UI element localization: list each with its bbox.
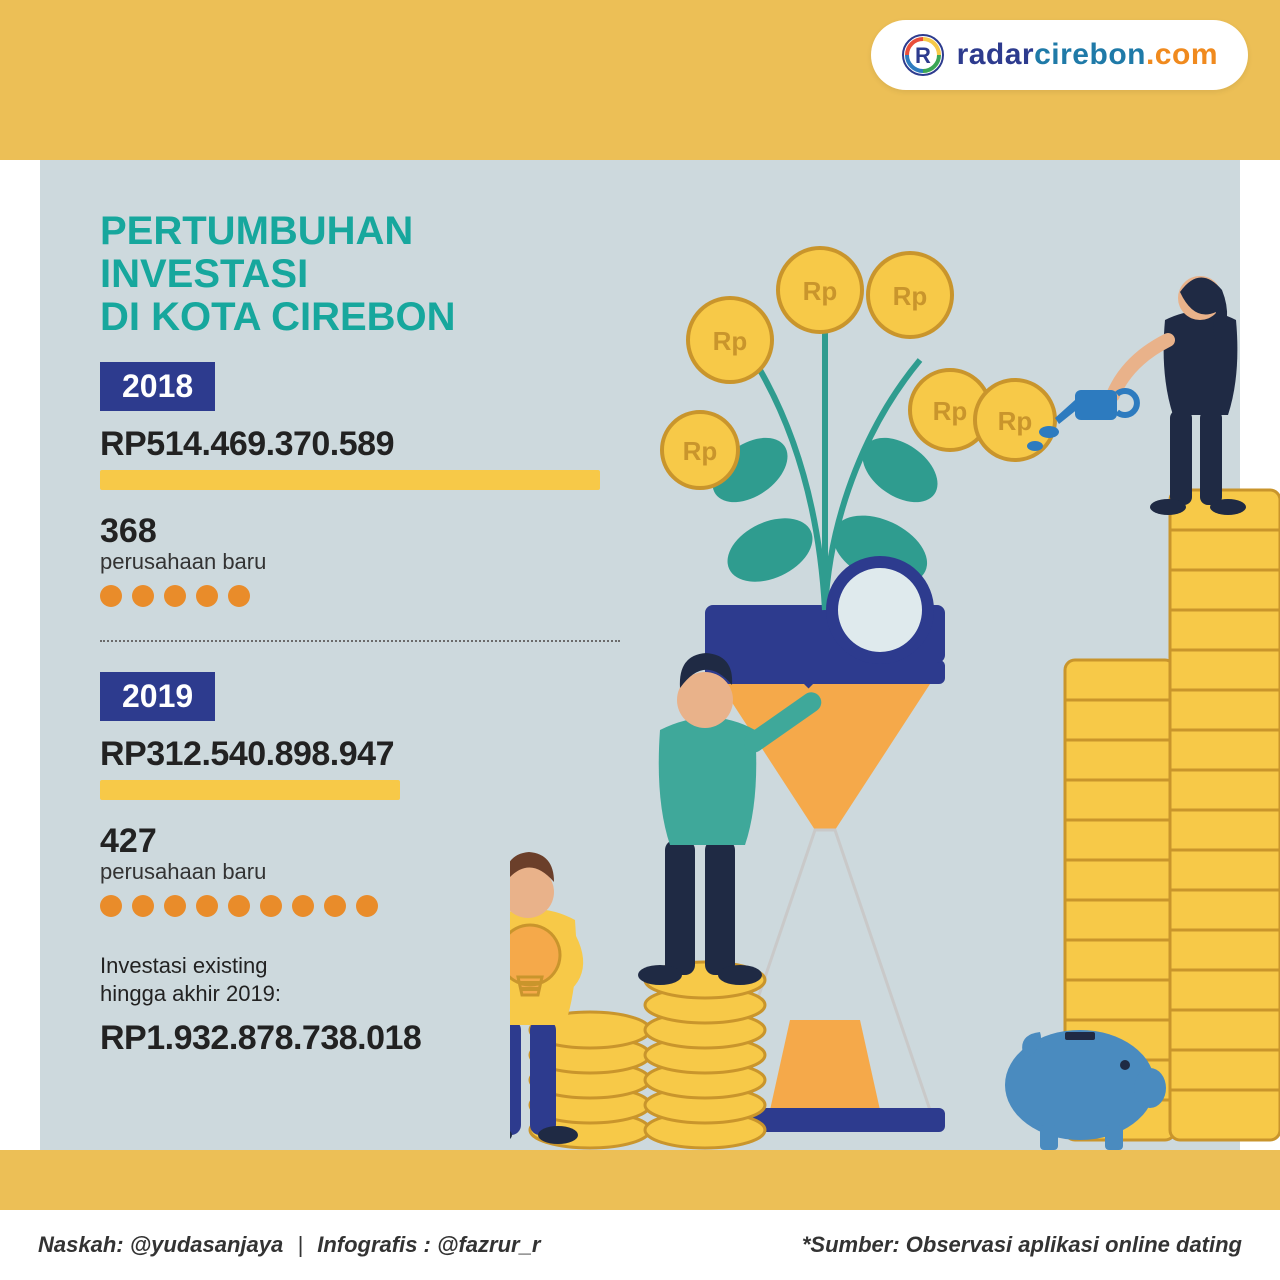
brand-logo-icon: R — [901, 33, 945, 77]
brand-badge: R radarcirebon.com — [871, 20, 1248, 90]
illustration-svg: Rp Rp Rp Rp Rp Rp — [510, 190, 1280, 1150]
dot-icon — [100, 895, 122, 917]
footer: Naskah: @yudasanjaya | Infografis : @faz… — [0, 1210, 1280, 1280]
dot-icon — [228, 895, 250, 917]
dot-icon — [324, 895, 346, 917]
footer-credits: Naskah: @yudasanjaya | Infografis : @faz… — [38, 1232, 540, 1258]
bar-2019 — [100, 780, 400, 800]
dot-icon — [132, 585, 154, 607]
bottom-band — [0, 1150, 1280, 1210]
svg-text:Rp: Rp — [683, 436, 718, 466]
dot-icon — [164, 895, 186, 917]
footer-source: *Sumber: Observasi aplikasi online datin… — [802, 1232, 1242, 1258]
svg-text:Rp: Rp — [713, 326, 748, 356]
dot-icon — [228, 585, 250, 607]
main-panel: PERTUMBUHAN INVESTASI DI KOTA CIREBON 20… — [40, 160, 1240, 1150]
svg-text:R: R — [915, 43, 931, 68]
illustration: Rp Rp Rp Rp Rp Rp — [510, 190, 1280, 1150]
person-watering-icon — [1027, 276, 1246, 515]
dot-icon — [196, 895, 218, 917]
year-badge-2019: 2019 — [100, 672, 215, 721]
dot-icon — [196, 585, 218, 607]
brand-text: radarcirebon.com — [957, 38, 1218, 72]
money-plant-icon: Rp Rp Rp Rp Rp Rp — [662, 248, 1055, 610]
svg-text:Rp: Rp — [998, 406, 1033, 436]
year-badge-2018: 2018 — [100, 362, 215, 411]
dot-icon — [132, 895, 154, 917]
dot-icon — [164, 585, 186, 607]
dot-icon — [292, 895, 314, 917]
dot-icon — [356, 895, 378, 917]
dot-icon — [260, 895, 282, 917]
svg-text:Rp: Rp — [933, 396, 968, 426]
svg-text:Rp: Rp — [893, 281, 928, 311]
dot-icon — [100, 585, 122, 607]
svg-text:Rp: Rp — [803, 276, 838, 306]
